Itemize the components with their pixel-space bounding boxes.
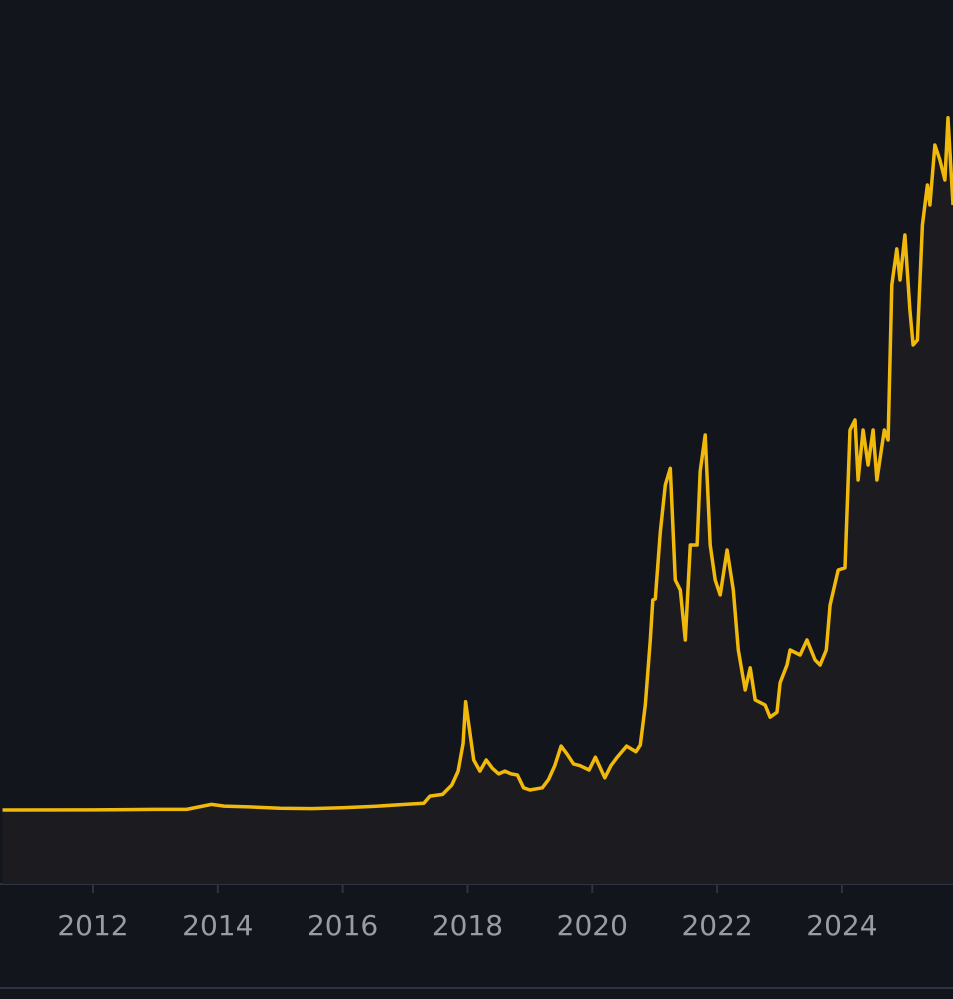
x-tick-label: 2016 [307,909,378,942]
line [2,116,953,812]
x-tick-label: 2018 [432,909,503,942]
x-tick-label: 2014 [182,909,253,942]
x-tick-label: 2020 [557,909,628,942]
x-tick-label: 2024 [806,909,877,942]
x-tick-label: 2022 [681,909,752,942]
x-tick-label: 2012 [57,909,128,942]
area [2,117,953,885]
